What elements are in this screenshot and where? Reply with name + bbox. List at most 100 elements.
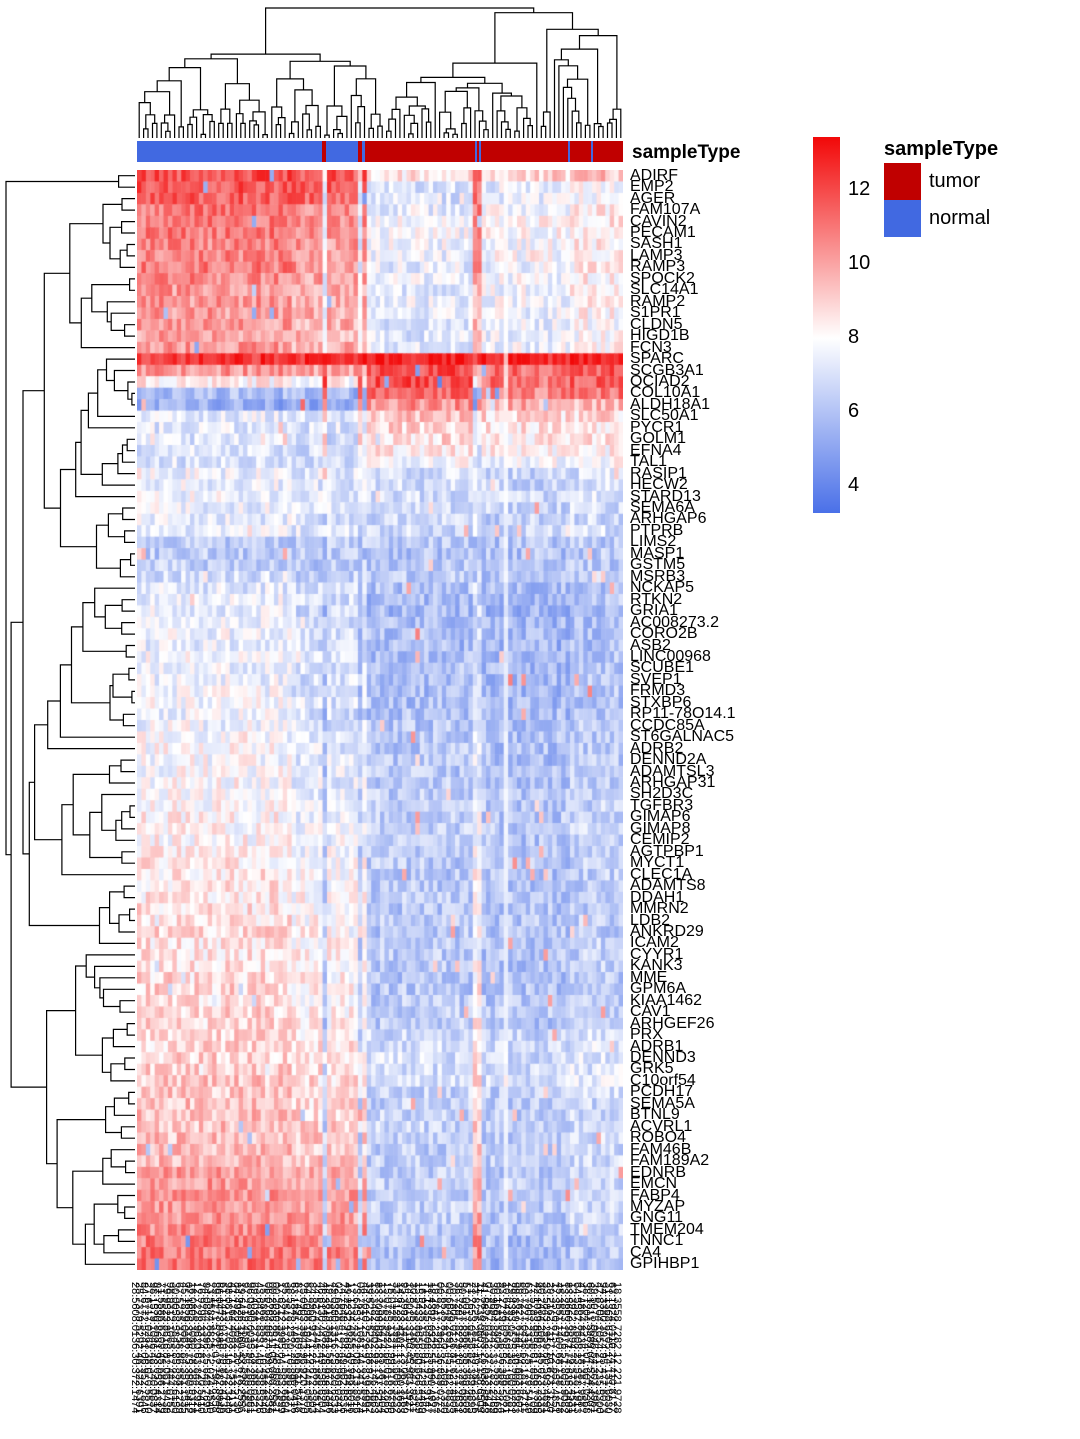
gene-label: SCGB3A1 <box>630 361 704 379</box>
gene-label: SLC50A1 <box>630 407 699 425</box>
gene-label: MME <box>630 968 668 986</box>
gene-label: CYYR1 <box>630 945 684 963</box>
colorbar-tick-label: 12 <box>848 178 871 200</box>
gene-label: ACVRL1 <box>630 1117 693 1135</box>
gene-label: GPM6A <box>630 980 687 998</box>
gene-label: TMEM204 <box>630 1220 704 1238</box>
gene-label: LAMP3 <box>630 246 683 264</box>
gene-label: ADRB2 <box>630 739 684 757</box>
gene-label: AGER <box>630 189 676 207</box>
gene-label: ST6GALNAC5 <box>630 728 735 746</box>
gene-label: TNNC1 <box>630 1232 684 1250</box>
gene-label: RASIP1 <box>630 464 687 482</box>
gene-label: ANKRD29 <box>630 922 704 940</box>
gene-label: CAV1 <box>630 1003 671 1021</box>
gene-label: ASB2 <box>630 636 671 654</box>
annotation-segment-normal <box>361 141 366 162</box>
legend-item-label: tumor <box>929 170 981 192</box>
annotation-segment-tumor <box>476 141 480 162</box>
gene-label: NCKAP5 <box>630 579 695 597</box>
gene-label: ARHGAP6 <box>630 510 707 528</box>
gene-label: ARHGAP31 <box>630 774 716 792</box>
gene-label: DENND3 <box>630 1049 696 1067</box>
gene-label: CEMIP2 <box>630 831 690 849</box>
annotation-segment-normal <box>325 141 359 162</box>
gene-label: PYCR1 <box>630 418 684 436</box>
colorbar-tick-label: 4 <box>848 474 860 496</box>
gene-label: C10orf54 <box>630 1071 696 1089</box>
gene-label: EDNRB <box>630 1163 687 1181</box>
gene-label: RTKN2 <box>630 590 683 608</box>
gene-label: ICAM2 <box>630 934 679 952</box>
gene-label: PRX <box>630 1026 663 1044</box>
gene-label: S1PR1 <box>630 304 681 322</box>
gene-label: ADRB1 <box>630 1037 684 1055</box>
gene-label: LINC00968 <box>630 647 711 665</box>
gene-label: SH2D3C <box>630 785 694 803</box>
annotation-segment-tumor <box>592 141 624 162</box>
gene-label: ROBO4 <box>630 1129 687 1147</box>
gene-label: FRMD3 <box>630 682 686 700</box>
gene-label: RP11-78O14.1 <box>630 705 736 723</box>
annotation-segment-tumor <box>358 141 363 162</box>
gene-label: SPARC <box>630 350 684 368</box>
gene-label: TGFBR3 <box>630 796 694 814</box>
gene-label: LDB2 <box>630 911 671 929</box>
colorbar-tick-label: 10 <box>848 252 871 274</box>
annotation-segment-tumor <box>570 141 592 162</box>
gene-label: CLDN5 <box>630 315 683 333</box>
gene-label: PTPRB <box>630 521 684 539</box>
gene-label: EMP2 <box>630 178 674 196</box>
gene-label: RAMP3 <box>630 258 686 276</box>
legend-swatch-normal <box>884 200 921 237</box>
row-dendrogram <box>5 175 135 1265</box>
colorbar <box>813 137 840 513</box>
gene-label: GNG11 <box>630 1209 684 1227</box>
gene-label: STARD13 <box>630 487 701 505</box>
annotation-segment-tumor <box>322 141 327 162</box>
gene-label: EMCN <box>630 1175 678 1193</box>
gene-label: ARHGEF26 <box>630 1014 715 1032</box>
annotation-segment-normal <box>478 141 482 162</box>
gene-label: MMRN2 <box>630 900 689 918</box>
legend-swatch-tumor <box>884 163 921 200</box>
gene-label: CAVIN2 <box>630 212 687 230</box>
gene-label: CA4 <box>630 1243 662 1261</box>
gene-label: PECAM1 <box>630 224 696 242</box>
gene-label: GRIA1 <box>630 602 679 620</box>
gene-label: GOLM1 <box>630 430 687 448</box>
gene-label: FAM107A <box>630 201 701 219</box>
gene-label: BTNL9 <box>630 1106 680 1124</box>
gene-label: STXBP6 <box>630 693 692 711</box>
gene-label: LIMS2 <box>630 533 677 551</box>
gene-label: ADIRF <box>630 166 678 184</box>
gene-label: MYCT1 <box>630 854 685 872</box>
gene-label: SASH1 <box>630 235 683 253</box>
gene-label: SEMA6A <box>630 499 695 517</box>
gene-label: GIMAP8 <box>630 819 691 837</box>
annotation-segment-tumor <box>364 141 476 162</box>
gene-label: MSRB3 <box>630 567 686 585</box>
annotation-segment-tumor <box>480 141 569 162</box>
gene-label: COL10A1 <box>630 384 701 402</box>
gene-label: EFNA4 <box>630 441 682 459</box>
gene-label: MASP1 <box>630 544 685 562</box>
gene-label: HIGD1B <box>630 327 690 345</box>
gene-label: SEMA5A <box>630 1094 695 1112</box>
gene-label: FAM46B <box>630 1140 692 1158</box>
gene-label: SLC14A1 <box>630 281 699 299</box>
gene-label: DDAH1 <box>630 888 685 906</box>
annotation-segment-normal <box>590 141 594 162</box>
gene-label: CCDC85A <box>630 716 705 734</box>
gene-label: PCDH17 <box>630 1083 694 1101</box>
colorbar-tick-label: 8 <box>848 326 860 348</box>
legend-item-label: normal <box>929 207 991 229</box>
gene-label: KANK3 <box>630 957 683 975</box>
gene-label: AC008273.2 <box>630 613 719 631</box>
column-dendrogram <box>138 7 622 138</box>
gene-label: CORO2B <box>630 625 698 643</box>
gene-label: SCUBE1 <box>630 659 695 677</box>
gene-label: AGTPBP1 <box>630 842 704 860</box>
gene-label: RAMP2 <box>630 292 686 310</box>
gene-label: FABP4 <box>630 1186 680 1204</box>
